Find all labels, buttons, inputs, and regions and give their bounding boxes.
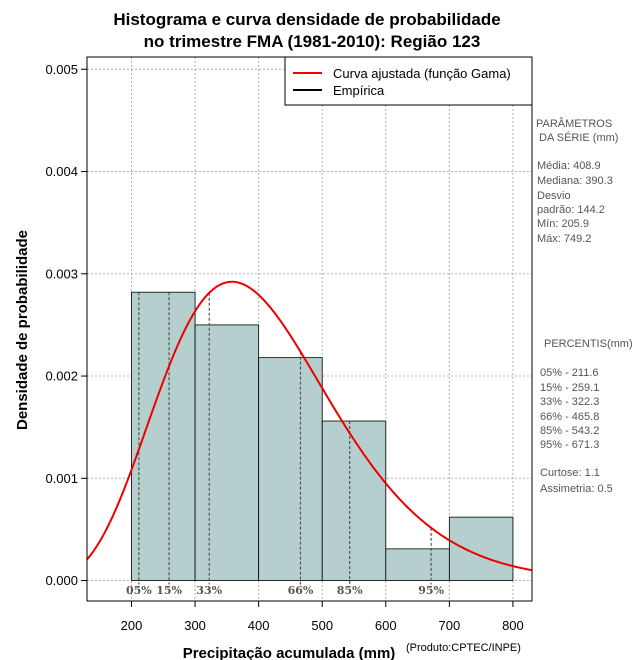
chart-title-line2: no trimestre FMA (1981-2010): Região 123: [144, 32, 481, 51]
param-mediana: Mediana: 390.3: [537, 175, 613, 187]
params-title-line1: PARÂMETROS: [536, 117, 612, 130]
y-tick-label-0.001: 0.001: [45, 471, 78, 486]
y-tick-label-0.002: 0.002: [45, 369, 78, 384]
percentile-lines: [138, 292, 432, 585]
percentiles-title: PERCENTIS(mm): [544, 338, 633, 350]
percentile-15: 15% - 259.1: [540, 382, 599, 394]
percentile-label-95%: 95%: [418, 584, 444, 597]
percentiles-panel: PERCENTIS(mm) 05% - 211.6 15% - 259.1 33…: [540, 338, 633, 495]
legend-label-fitted: Curva ajustada (função Gama): [333, 66, 511, 81]
x-tick-label-300: 300: [184, 618, 206, 633]
param-desvio-line1: Desvio: [537, 190, 571, 202]
chart-title-line1: Histograma e curva densidade de probabil…: [113, 10, 500, 29]
histogram-bar-6: [448, 516, 514, 581]
x-tick-label-800: 800: [502, 618, 524, 633]
percentile-66: 66% - 465.8: [540, 411, 599, 423]
histogram-bar-3: [258, 357, 323, 581]
x-tick-label-200: 200: [121, 618, 143, 633]
percentile-label-85%: 85%: [337, 584, 363, 597]
stat-curtose: Curtose: 1.1: [540, 467, 600, 479]
percentile-33: 33% - 322.3: [540, 396, 599, 408]
percentile-85: 85% - 543.2: [540, 425, 599, 437]
percentile-label-15%: 15%: [156, 584, 182, 597]
y-axis-label: Densidade de probabilidade: [14, 230, 31, 430]
percentile-95: 95% - 671.3: [540, 439, 599, 451]
y-tick-label-0.000: 0.000: [45, 573, 78, 588]
stat-assimetria: Assimetria: 0.5: [540, 483, 613, 495]
percentile-labels: 05% 15% 33% 66% 85% 95%: [126, 584, 445, 597]
percentile-label-33%: 33%: [196, 584, 222, 597]
param-media: Média: 408.9: [537, 160, 601, 172]
percentile-label-05%: 05%: [126, 584, 152, 597]
product-credit: (Produto:CPTEC/INPE): [406, 642, 521, 654]
series-parameters-panel: PARÂMETROS DA SÉRIE (mm) Média: 408.9 Me…: [536, 117, 618, 245]
y-axis: 0.000 0.001 0.002 0.003 0.004 0.005: [45, 62, 87, 588]
params-title-line2: DA SÉRIE (mm): [539, 131, 618, 144]
legend: Curva ajustada (função Gama) Empírica: [284, 56, 533, 106]
histogram-bar-1: [131, 291, 196, 581]
percentile-05: 05% - 211.6: [540, 367, 599, 379]
x-tick-label-600: 600: [375, 618, 397, 633]
legend-label-empirical: Empírica: [333, 83, 385, 98]
fitted-curve-group: [86, 280, 533, 572]
param-max: Máx: 749.2: [537, 233, 591, 245]
x-axis: 200 300 400 500 600 700 800: [121, 601, 524, 633]
y-tick-label-0.004: 0.004: [45, 164, 78, 179]
y-tick-label-0.005: 0.005: [45, 62, 78, 77]
histogram-bar-5: [385, 548, 450, 581]
percentile-label-66%: 66%: [288, 584, 314, 597]
param-desvio-line2: padrão: 144.2: [537, 204, 605, 216]
x-axis-label: Precipitação acumulada (mm): [183, 645, 396, 660]
y-tick-label-0.003: 0.003: [45, 266, 78, 281]
param-min: Mín: 205.9: [537, 218, 589, 230]
x-tick-label-400: 400: [248, 618, 270, 633]
histogram-bar-4: [321, 420, 387, 581]
legend-box: [284, 56, 533, 106]
x-tick-label-700: 700: [439, 618, 461, 633]
x-tick-label-500: 500: [311, 618, 333, 633]
histogram-bars: [131, 291, 514, 581]
histogram-bar-2: [194, 324, 260, 581]
fitted-gamma-curve: [86, 280, 533, 572]
